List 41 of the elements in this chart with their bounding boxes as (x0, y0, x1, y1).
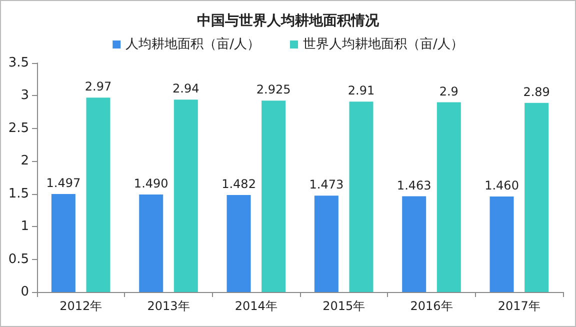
bar (226, 195, 251, 292)
bar (524, 102, 549, 292)
bar (349, 102, 374, 292)
bar (436, 102, 461, 292)
bar (314, 196, 338, 292)
data-label: 2.9 (439, 84, 458, 98)
chart-title: 中国与世界人均耕地面积情况 (197, 13, 380, 29)
data-label: 1.473 (309, 178, 344, 192)
y-tick-label: 1.5 (8, 186, 29, 202)
bar (262, 100, 286, 292)
y-tick-label: 2.5 (8, 120, 29, 136)
bar (402, 196, 426, 292)
x-tick-label: 2015年 (322, 299, 366, 313)
bar (174, 100, 198, 292)
bar (86, 98, 110, 292)
data-label: 1.460 (484, 178, 519, 192)
y-tick-label: 0 (20, 284, 29, 300)
x-tick-label: 2016年 (410, 299, 453, 313)
x-tick-label: 2012年 (60, 299, 102, 313)
data-label: 2.94 (172, 82, 200, 96)
y-tick-label: 3.5 (8, 56, 29, 70)
data-label: 2.925 (256, 82, 291, 97)
x-tick-label: 2014年 (234, 299, 278, 313)
data-label: 1.497 (46, 176, 81, 190)
x-tick-label: 2013年 (147, 299, 190, 313)
data-label: 1.490 (134, 176, 168, 191)
x-tick-label: 2017年 (498, 299, 540, 313)
data-label: 2.91 (348, 84, 375, 98)
bar (490, 196, 514, 292)
y-tick-label: 1 (20, 219, 29, 234)
legend-label: 人均耕地面积（亩/人） (126, 36, 260, 52)
y-tick-label: 2 (20, 154, 29, 169)
data-label: 1.482 (222, 177, 256, 192)
bar (51, 194, 76, 292)
data-label: 2.97 (84, 80, 112, 94)
data-label: 1.463 (396, 178, 432, 192)
y-tick-label: 3 (20, 88, 29, 104)
data-label: 2.89 (523, 84, 550, 99)
bar (139, 194, 164, 292)
y-tick-label: 0.5 (8, 252, 29, 267)
legend-label: 世界人均耕地面积（亩/人） (303, 36, 464, 52)
